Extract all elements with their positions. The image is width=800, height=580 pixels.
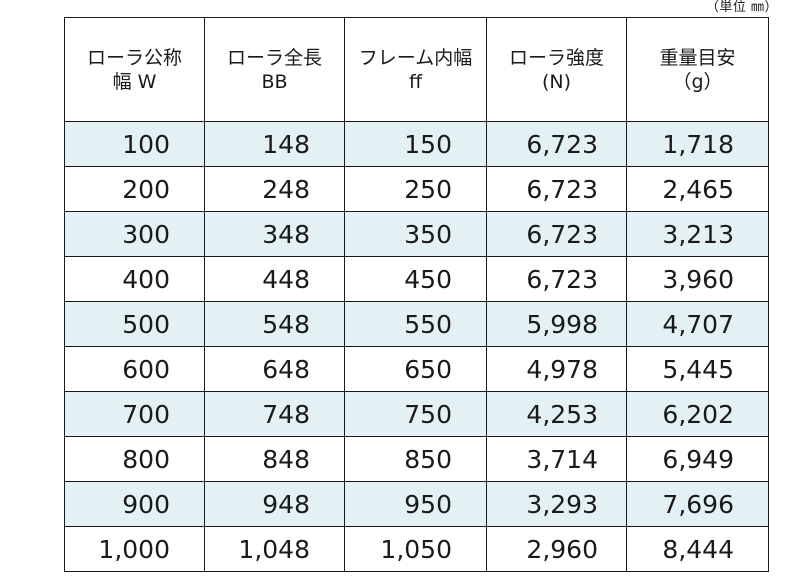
- cell-frame-inner-width: 250: [344, 166, 487, 212]
- cell-roller-strength: 6,723: [486, 256, 627, 302]
- cell-weight: 7,696: [626, 481, 769, 527]
- cell-frame-inner-width: 350: [344, 211, 487, 257]
- cell-roller-strength: 4,978: [486, 346, 627, 392]
- roller-spec-table: ローラ公称 幅 W ローラ全長 BB フレーム内幅 ff ローラ強度 (N) 重…: [64, 17, 769, 572]
- cell-weight: 5,445: [626, 346, 769, 392]
- header-sublabel: 幅 W: [112, 70, 157, 93]
- cell-roller-length: 348: [204, 211, 345, 257]
- header-frame-inner-width: フレーム内幅 ff: [344, 17, 487, 122]
- cell-roller-strength: 6,723: [486, 166, 627, 212]
- table-row: 700 748 750 4,253 6,202: [64, 391, 769, 437]
- cell-roller-length: 248: [204, 166, 345, 212]
- cell-frame-inner-width: 950: [344, 481, 487, 527]
- cell-frame-inner-width: 550: [344, 301, 487, 347]
- cell-nominal-width: 600: [64, 346, 205, 392]
- cell-frame-inner-width: 650: [344, 346, 487, 392]
- cell-nominal-width: 1,000: [64, 526, 205, 572]
- cell-nominal-width: 100: [64, 121, 205, 167]
- cell-nominal-width: 700: [64, 391, 205, 437]
- table-row: 500 548 550 5,998 4,707: [64, 301, 769, 347]
- header-sublabel: （g）: [672, 70, 723, 93]
- cell-weight: 4,707: [626, 301, 769, 347]
- header-sublabel: (N): [541, 70, 572, 93]
- header-label: フレーム内幅: [358, 46, 473, 69]
- cell-weight: 2,465: [626, 166, 769, 212]
- cell-roller-strength: 6,723: [486, 211, 627, 257]
- table-row: 200 248 250 6,723 2,465: [64, 166, 769, 212]
- table-row: 900 948 950 3,293 7,696: [64, 481, 769, 527]
- cell-roller-strength: 2,960: [486, 526, 627, 572]
- cell-frame-inner-width: 750: [344, 391, 487, 437]
- table-row: 400 448 450 6,723 3,960: [64, 256, 769, 302]
- cell-roller-strength: 6,723: [486, 121, 627, 167]
- header-label: ローラ強度: [508, 46, 604, 69]
- header-label: ローラ全長: [226, 46, 322, 69]
- cell-roller-length: 948: [204, 481, 345, 527]
- header-roller-length: ローラ全長 BB: [204, 17, 345, 122]
- cell-roller-strength: 3,714: [486, 436, 627, 482]
- header-label: 重量目安: [659, 46, 736, 69]
- table-row: 600 648 650 4,978 5,445: [64, 346, 769, 392]
- header-label: ローラ公称: [86, 46, 182, 69]
- cell-nominal-width: 500: [64, 301, 205, 347]
- table-body: 100 148 150 6,723 1,718 200 248 250 6,72…: [64, 121, 769, 572]
- table-row: 100 148 150 6,723 1,718: [64, 121, 769, 167]
- cell-nominal-width: 300: [64, 211, 205, 257]
- cell-frame-inner-width: 450: [344, 256, 487, 302]
- cell-roller-length: 148: [204, 121, 345, 167]
- cell-weight: 3,960: [626, 256, 769, 302]
- cell-roller-length: 848: [204, 436, 345, 482]
- cell-weight: 3,213: [626, 211, 769, 257]
- cell-frame-inner-width: 150: [344, 121, 487, 167]
- table-row: 300 348 350 6,723 3,213: [64, 211, 769, 257]
- cell-weight: 6,949: [626, 436, 769, 482]
- cell-roller-length: 448: [204, 256, 345, 302]
- cell-nominal-width: 400: [64, 256, 205, 302]
- cell-roller-strength: 4,253: [486, 391, 627, 437]
- header-sublabel: ff: [408, 70, 423, 93]
- cell-roller-strength: 3,293: [486, 481, 627, 527]
- cell-roller-strength: 5,998: [486, 301, 627, 347]
- header-sublabel: BB: [261, 70, 288, 93]
- table-row: 1,000 1,048 1,050 2,960 8,444: [64, 526, 769, 572]
- cell-nominal-width: 200: [64, 166, 205, 212]
- cell-frame-inner-width: 1,050: [344, 526, 487, 572]
- cell-weight: 8,444: [626, 526, 769, 572]
- header-roller-strength: ローラ強度 (N): [486, 17, 627, 122]
- table-row: 800 848 850 3,714 6,949: [64, 436, 769, 482]
- cell-nominal-width: 800: [64, 436, 205, 482]
- header-nominal-width: ローラ公称 幅 W: [64, 17, 205, 122]
- table-header: ローラ公称 幅 W ローラ全長 BB フレーム内幅 ff ローラ強度 (N) 重…: [64, 17, 769, 122]
- unit-note: （単位 ㎜）: [705, 0, 778, 15]
- cell-roller-length: 548: [204, 301, 345, 347]
- cell-weight: 6,202: [626, 391, 769, 437]
- cell-weight: 1,718: [626, 121, 769, 167]
- header-weight: 重量目安 （g）: [626, 17, 769, 122]
- cell-frame-inner-width: 850: [344, 436, 487, 482]
- cell-roller-length: 648: [204, 346, 345, 392]
- cell-nominal-width: 900: [64, 481, 205, 527]
- header-row: ローラ公称 幅 W ローラ全長 BB フレーム内幅 ff ローラ強度 (N) 重…: [64, 17, 769, 122]
- cell-roller-length: 748: [204, 391, 345, 437]
- cell-roller-length: 1,048: [204, 526, 345, 572]
